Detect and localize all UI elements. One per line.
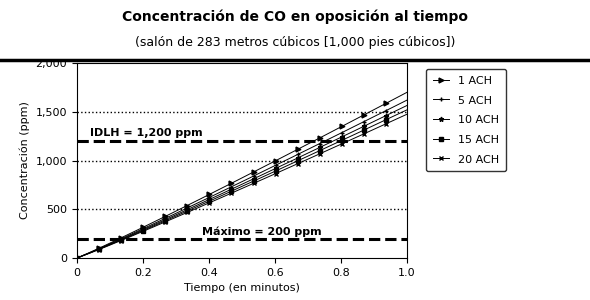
15 ACH [373,122,380,126]
1 ACH [352,118,359,121]
1 ACH [269,160,276,164]
20 ACH [270,173,277,176]
10 ACH [269,168,276,172]
20 ACH [73,256,80,260]
20 ACH [276,170,283,174]
5 ACH [404,98,411,102]
Line: 20 ACH: 20 ACH [74,112,409,260]
15 ACH [270,170,277,174]
20 ACH [269,173,276,177]
1 ACH [270,160,277,164]
5 ACH [352,124,359,128]
5 ACH [270,165,277,168]
15 ACH [404,108,411,112]
20 ACH [404,112,411,116]
1 ACH [373,107,380,110]
10 ACH [352,129,359,132]
15 ACH [73,256,80,260]
20 ACH [352,136,359,140]
1 ACH [74,256,81,260]
5 ACH [73,256,80,260]
15 ACH [276,168,283,171]
20 ACH [373,127,380,130]
Text: (salón de 283 metros cúbicos [1,000 pies cúbicos]): (salón de 283 metros cúbicos [1,000 pies… [135,36,455,49]
5 ACH [373,114,380,117]
Legend: 1 ACH, 5 ACH, 10 ACH, 15 ACH, 20 ACH: 1 ACH, 5 ACH, 10 ACH, 15 ACH, 20 ACH [426,69,506,171]
15 ACH [269,171,276,174]
15 ACH [352,132,359,136]
Line: 15 ACH: 15 ACH [74,107,409,260]
5 ACH [269,165,276,169]
Line: 5 ACH: 5 ACH [74,98,409,260]
10 ACH [270,168,277,171]
5 ACH [276,162,283,166]
Y-axis label: Concentración (ppm): Concentración (ppm) [19,102,30,219]
Text: IDLH = 1,200 ppm: IDLH = 1,200 ppm [90,128,202,138]
10 ACH [73,256,80,260]
10 ACH [276,165,283,169]
Text: Máximo = 200 ppm: Máximo = 200 ppm [202,226,322,237]
X-axis label: Tiempo (en minutos): Tiempo (en minutos) [184,283,300,293]
10 ACH [74,256,81,260]
5 ACH [74,256,81,260]
1 ACH [73,256,80,260]
Line: 10 ACH: 10 ACH [74,103,409,260]
1 ACH [404,91,411,94]
10 ACH [373,118,380,122]
10 ACH [404,103,411,107]
Line: 1 ACH: 1 ACH [74,90,409,260]
15 ACH [74,256,81,260]
Text: Concentración de CO en oposición al tiempo: Concentración de CO en oposición al tiem… [122,9,468,23]
20 ACH [74,256,81,260]
1 ACH [276,157,283,161]
